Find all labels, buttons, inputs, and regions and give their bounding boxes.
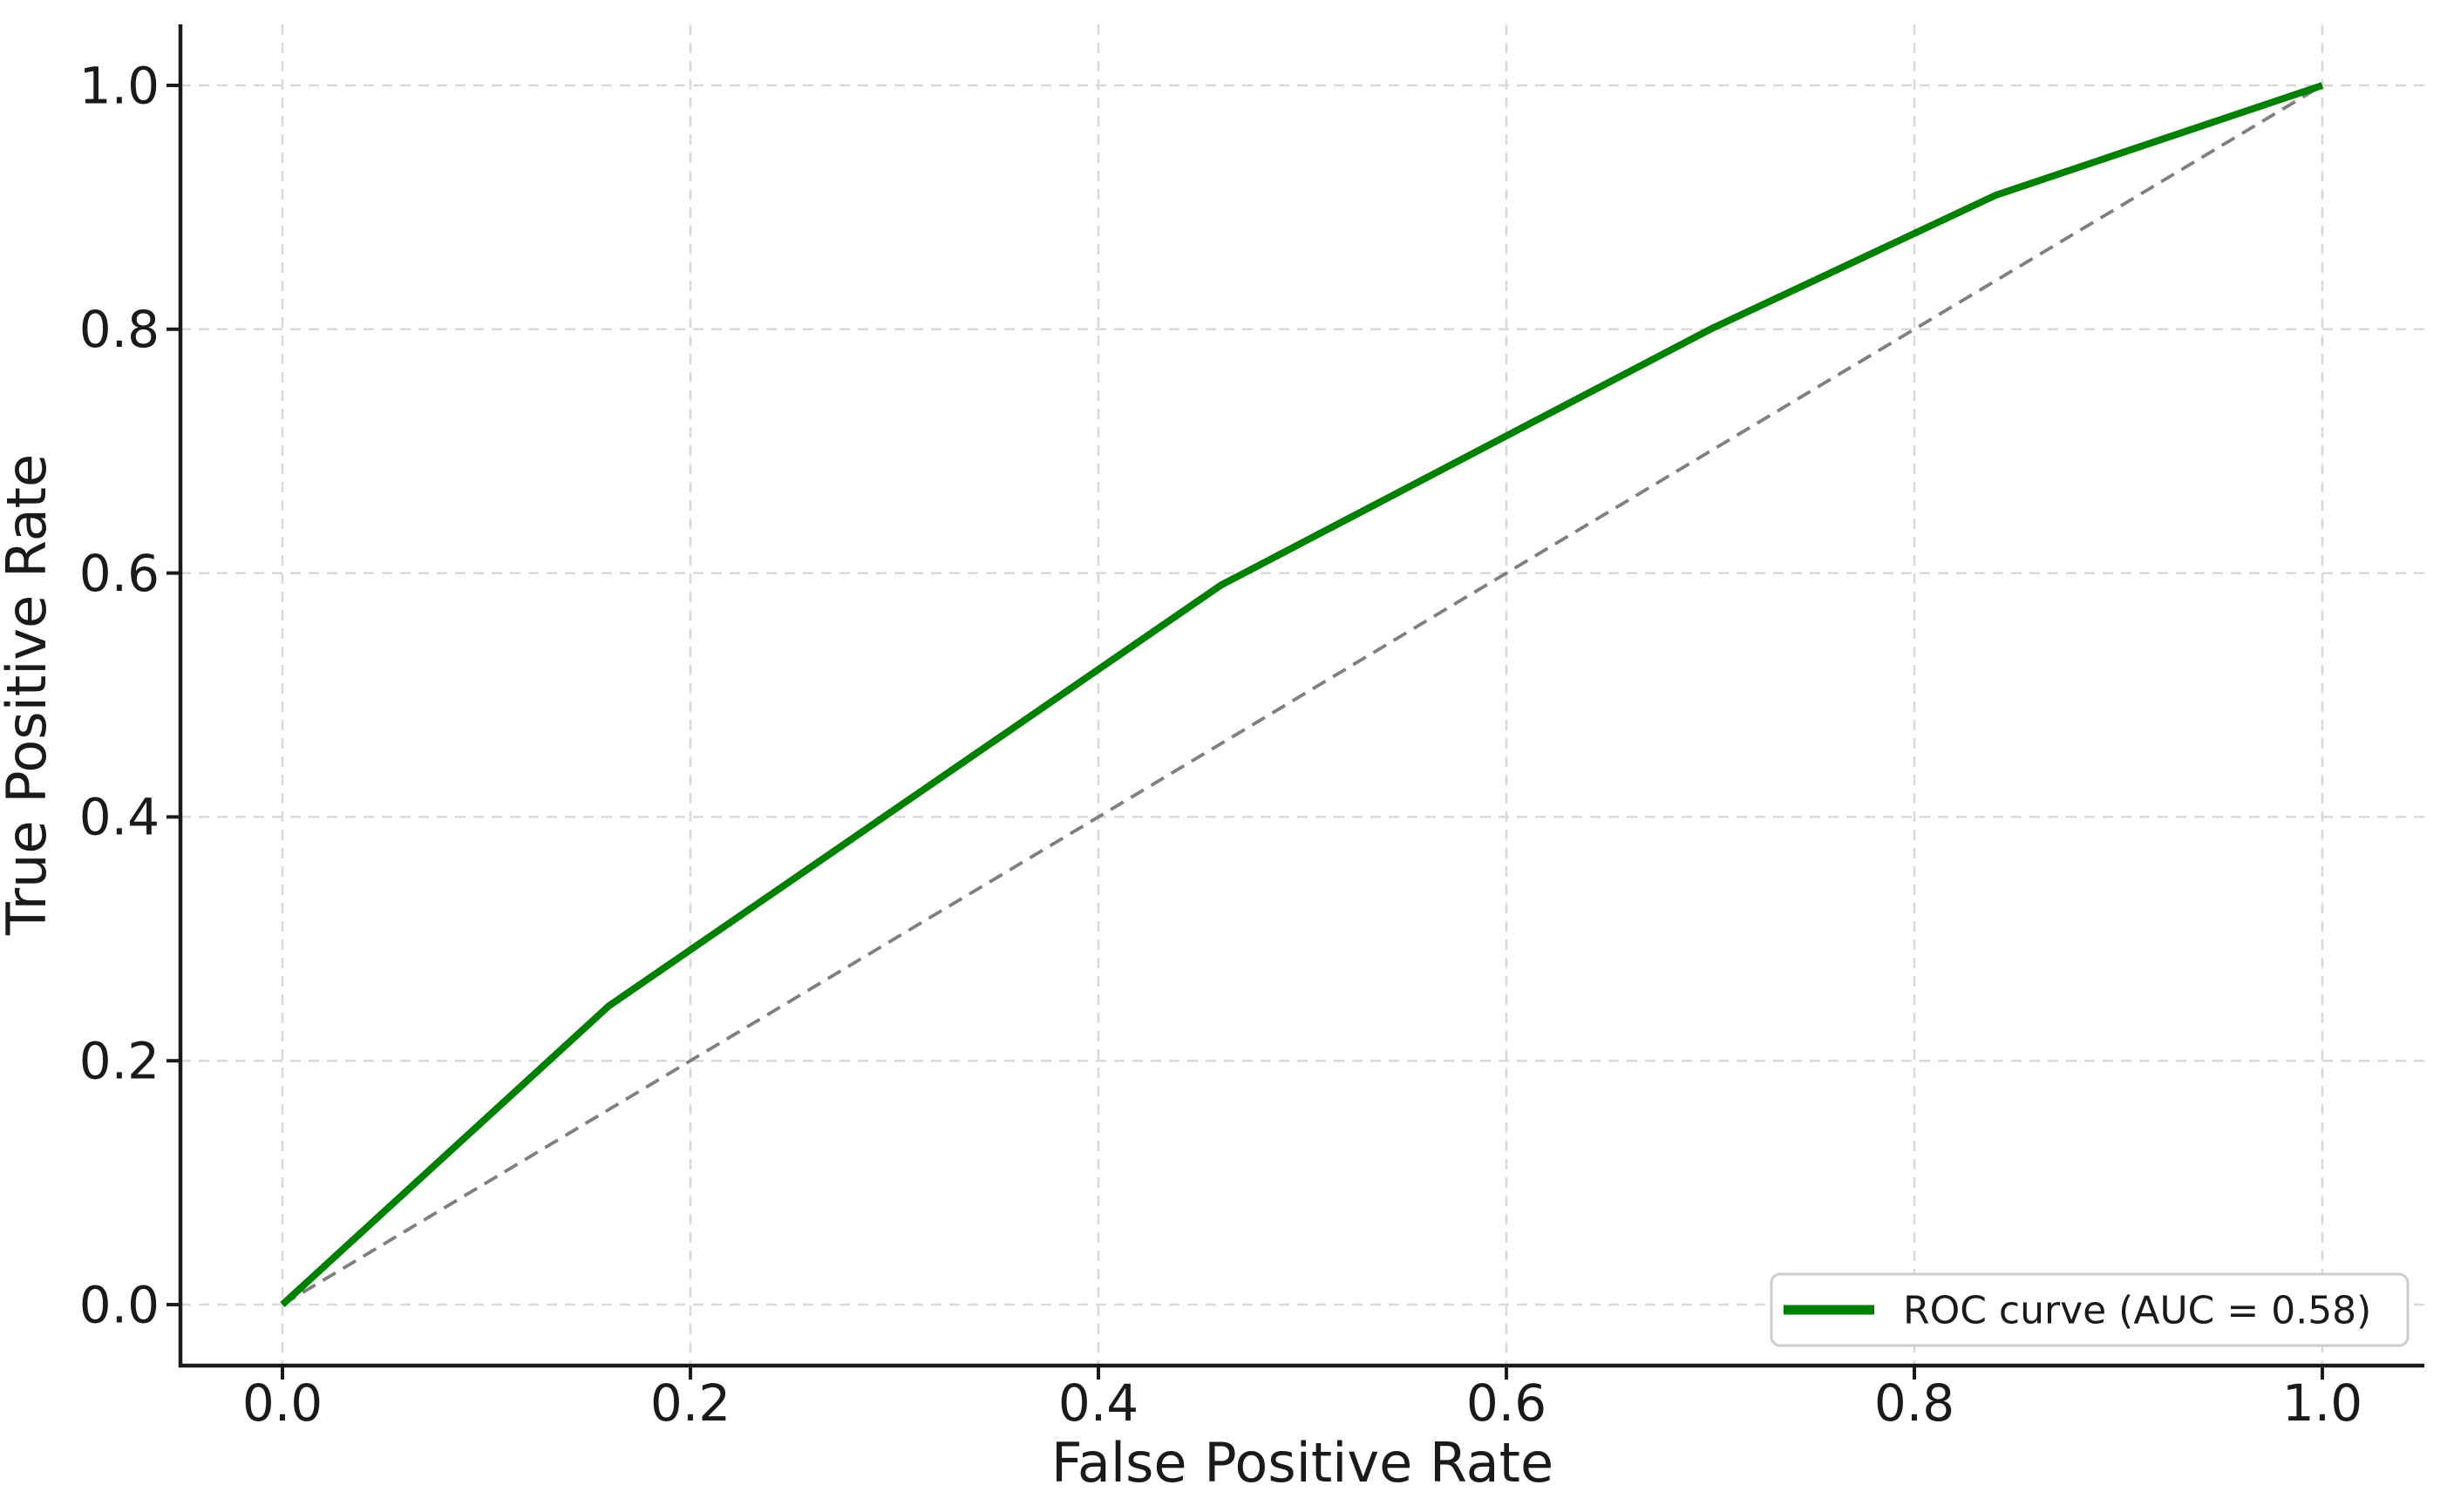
x-tick-label: 0.2 <box>650 1373 731 1433</box>
x-tick-label: 1.0 <box>2282 1373 2362 1433</box>
x-axis-label: False Positive Rate <box>1051 1431 1553 1495</box>
legend-label: ROC curve (AUC = 0.58) <box>1903 1288 2371 1332</box>
y-tick-label: 1.0 <box>79 56 160 115</box>
y-tick-label: 0.0 <box>79 1275 160 1334</box>
y-tick-label: 0.4 <box>79 788 160 847</box>
axis-ticks <box>167 83 2324 1380</box>
y-tick-label: 0.2 <box>79 1032 160 1091</box>
y-axis-label: True Positive Rate <box>0 454 58 936</box>
y-tick-label: 0.8 <box>79 300 160 359</box>
legend-box <box>1770 1272 2410 1347</box>
axis-spines <box>178 24 2424 1368</box>
chance-diagonal-line <box>282 84 2323 1306</box>
x-tick-label: 0.0 <box>242 1373 323 1433</box>
roc-curve-line <box>280 82 2324 1307</box>
x-tick-label: 0.6 <box>1466 1373 1546 1433</box>
x-tick-label: 0.4 <box>1058 1373 1139 1433</box>
tick-labels: 0.0 0.2 0.4 0.6 0.8 1.0 0.0 0.2 0.4 0.6 0.8 1.0 <box>79 56 2362 1433</box>
y-tick-label: 0.6 <box>79 544 160 603</box>
grid-lines <box>180 24 2424 1366</box>
legend: ROC curve (AUC = 0.58) <box>1770 1272 2410 1347</box>
x-tick-label: 0.8 <box>1874 1373 1954 1433</box>
plot-series <box>280 82 2324 1307</box>
